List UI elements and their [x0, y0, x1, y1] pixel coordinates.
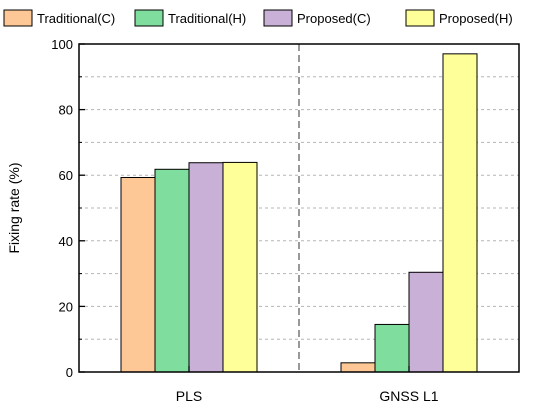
bar-proposed-h-pls	[222, 161, 258, 373]
y-axis: 0 20 40 60 80 100	[51, 37, 85, 380]
x-tick-label: PLS	[176, 388, 202, 404]
legend-label: Proposed(H)	[439, 11, 513, 26]
legend-label: Traditional(H)	[168, 11, 246, 26]
legend-swatch	[263, 9, 293, 27]
x-tick-label: GNSS L1	[379, 388, 438, 404]
legend-swatch	[405, 9, 435, 27]
y-tick-label: 20	[59, 299, 73, 314]
bar-proposed-h-gnss-l1	[442, 53, 478, 373]
bar-proposed-c-pls	[188, 162, 224, 373]
y-tick-label: 0	[66, 365, 73, 380]
legend-swatch	[134, 9, 164, 27]
legend-label: Proposed(C)	[297, 11, 371, 26]
x-axis: PLS GNSS L1	[176, 366, 439, 404]
bar-traditional-c-pls	[120, 176, 156, 373]
y-tick-label: 40	[59, 234, 73, 249]
y-axis-label: Fixing rate (%)	[6, 162, 22, 253]
legend-swatch	[3, 9, 33, 27]
bar-traditional-h-gnss-l1	[374, 323, 410, 373]
y-tick-label: 60	[59, 168, 73, 183]
y-tick-label: 100	[51, 37, 73, 52]
bar-proposed-c-gnss-l1	[408, 271, 444, 373]
legend: Traditional(C) Traditional(H) Proposed(C) P…	[3, 9, 513, 27]
y-tick-label: 80	[59, 103, 73, 118]
bar-traditional-h-pls	[154, 168, 190, 373]
bar-traditional-c-gnss-l1	[340, 362, 376, 373]
legend-label: Traditional(C)	[37, 11, 115, 26]
